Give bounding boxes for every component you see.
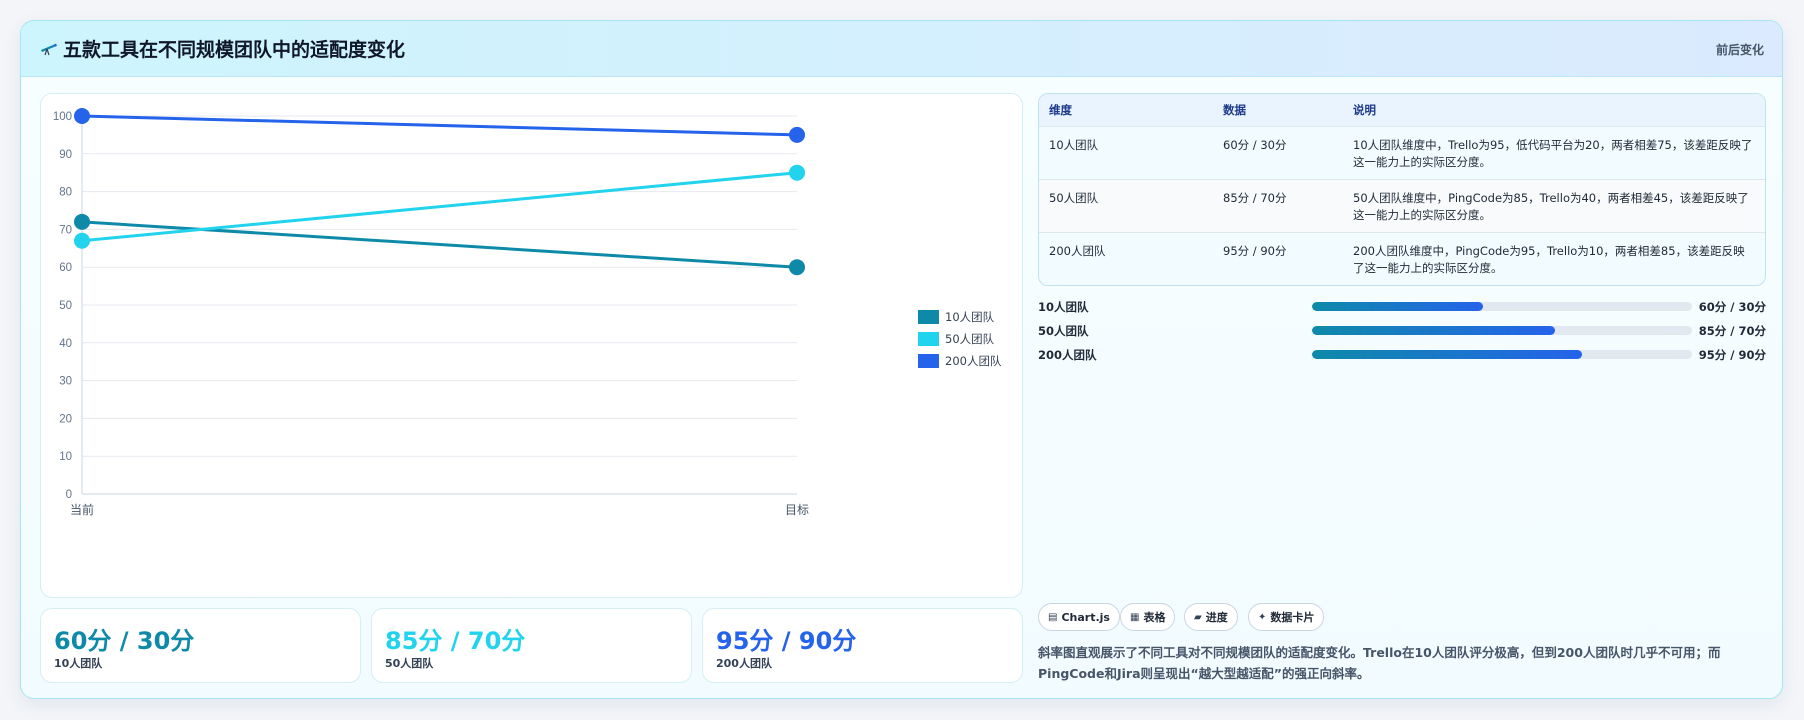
chart-panel: 0 10 20 30 40 50 60 70 80 90 100 当前 目标 10人团队 50人团队 200人…: [40, 93, 1023, 598]
y-tick-label: 40: [59, 338, 72, 350]
y-tick-label: 10: [59, 451, 72, 463]
progress-row: 10人团队 60分 / 30分: [1038, 297, 1766, 317]
data-point: [789, 164, 805, 181]
stat-card-200: 95分 / 90分 200人团队: [702, 608, 1023, 683]
x-tick-label: 当前: [70, 502, 94, 517]
table-cell: 10人团队维度中，Trello为95，低代码平台为20，两者相差75，该差距反映…: [1353, 137, 1753, 169]
y-tick-label: 80: [59, 187, 72, 199]
progress-track: [1312, 302, 1692, 311]
table-header: 数据: [1223, 102, 1246, 117]
table-cell: 200人团队: [1049, 243, 1106, 258]
table-header: 维度: [1049, 102, 1072, 117]
y-tick-label: 30: [59, 376, 72, 388]
chip-label: 进度: [1205, 611, 1228, 624]
data-point: [789, 259, 805, 276]
chip-progress[interactable]: ▰ 进度: [1184, 603, 1238, 631]
page-title: 五款工具在不同规模团队中的适配度变化: [63, 39, 406, 61]
data-point: [789, 126, 805, 143]
legend-label: 50人团队: [945, 332, 995, 346]
data-point: [74, 213, 90, 230]
table-row: 10人团队 60分 / 30分 10人团队维度中，Trello为95，低代码平台…: [1039, 126, 1765, 179]
y-tick-label: 100: [53, 111, 72, 123]
progress-fill: [1312, 302, 1483, 311]
progress-row: 200人团队 95分 / 90分: [1038, 345, 1766, 365]
chip-chartjs[interactable]: ▤ Chart.js: [1038, 603, 1120, 631]
table-cell: 95分 / 90分: [1223, 243, 1287, 258]
y-tick-label: 90: [59, 149, 72, 161]
table-header: 说明: [1353, 102, 1376, 117]
table-cell: 85分 / 70分: [1223, 190, 1287, 205]
stat-card-10: 60分 / 30分 10人团队: [40, 608, 361, 683]
chip-label: 表格: [1143, 611, 1166, 624]
table-icon: ▦: [1130, 611, 1140, 623]
series-line: [81, 220, 798, 269]
y-tick-label: 50: [59, 300, 72, 312]
data-table: 维度 数据 说明 10人团队 60分 / 30分 10人团队维度中，Trello…: [1038, 93, 1766, 286]
legend-swatch: [918, 354, 939, 368]
stat-value: 85分 / 70分: [385, 627, 526, 655]
chip-label: 数据卡片: [1270, 611, 1315, 624]
progress-label: 200人团队: [1038, 348, 1097, 362]
table-cell: 60分 / 30分: [1223, 137, 1287, 152]
chip-data-card[interactable]: ✦ 数据卡片: [1248, 603, 1325, 631]
progress-icon: ▰: [1194, 611, 1202, 623]
data-point: [74, 232, 90, 249]
y-tick-label: 0: [66, 489, 72, 501]
progress-label: 50人团队: [1038, 324, 1089, 338]
header-tag: 前后变化: [1715, 43, 1764, 57]
stat-label: 200人团队: [716, 657, 772, 670]
chip-label: Chart.js: [1061, 610, 1110, 624]
card-header: 五款工具在不同规模团队中的适配度变化 前后变化: [21, 21, 1782, 77]
progress-value: 60分 / 30分: [1698, 300, 1766, 314]
legend-swatch: [918, 332, 939, 346]
progress-track: [1312, 326, 1692, 335]
table-cell: 200人团队维度中，PingCode为95，Trello为10，两者相差85，该…: [1353, 243, 1745, 275]
slope-chart: 0 10 20 30 40 50 60 70 80 90 100 当前 目标 10人团队 50人团队 200人…: [53, 108, 1002, 517]
progress-label: 10人团队: [1038, 300, 1089, 314]
chart-icon: ▤: [1048, 611, 1058, 623]
stat-value: 95分 / 90分: [716, 627, 857, 655]
table-row: 200人团队 95分 / 90分 200人团队维度中，PingCode为95，T…: [1039, 232, 1765, 285]
table-cell: 10人团队: [1049, 137, 1099, 152]
progress-fill: [1312, 350, 1582, 359]
legend-label: 200人团队: [945, 354, 1002, 368]
y-tick-label: 20: [59, 413, 72, 425]
stat-card-50: 85分 / 70分 50人团队: [371, 608, 692, 683]
stat-label: 50人团队: [385, 657, 434, 670]
x-tick-label: 目标: [785, 503, 809, 517]
progress-value: 95分 / 90分: [1698, 348, 1766, 362]
series-line: [81, 114, 798, 137]
legend-swatch: [918, 310, 939, 324]
series-line: [81, 171, 798, 243]
progress-row: 50人团队 85分 / 70分: [1038, 321, 1766, 341]
progress-track: [1312, 350, 1692, 359]
data-point: [74, 108, 90, 124]
table-cell: 50人团队维度中，PingCode为85，Trello为40，两者相差45，该差…: [1353, 190, 1749, 222]
y-tick-label: 70: [59, 224, 72, 236]
progress-fill: [1312, 326, 1556, 335]
y-tick-label: 60: [59, 262, 72, 274]
progress-value: 85分 / 70分: [1698, 324, 1766, 338]
table-cell: 50人团队: [1049, 190, 1099, 205]
chart-description: 斜率图直观展示了不同工具对不同规模团队的适配度变化。Trello在10人团队评分…: [1038, 645, 1721, 681]
table-row: 50人团队 85分 / 70分 50人团队维度中，PingCode为85，Tre…: [1039, 179, 1765, 232]
telescope-icon: [41, 43, 57, 56]
card-icon: ✦: [1258, 611, 1267, 623]
chip-table[interactable]: ▦ 表格: [1120, 603, 1176, 631]
main-card: 五款工具在不同规模团队中的适配度变化 前后变化 0 10 20 30 40 50 60 70 8…: [20, 20, 1783, 699]
stat-label: 10人团队: [54, 657, 103, 670]
table-header-row: 维度 数据 说明: [1039, 94, 1765, 126]
stat-value: 60分 / 30分: [54, 627, 195, 655]
legend-label: 10人团队: [945, 310, 995, 324]
